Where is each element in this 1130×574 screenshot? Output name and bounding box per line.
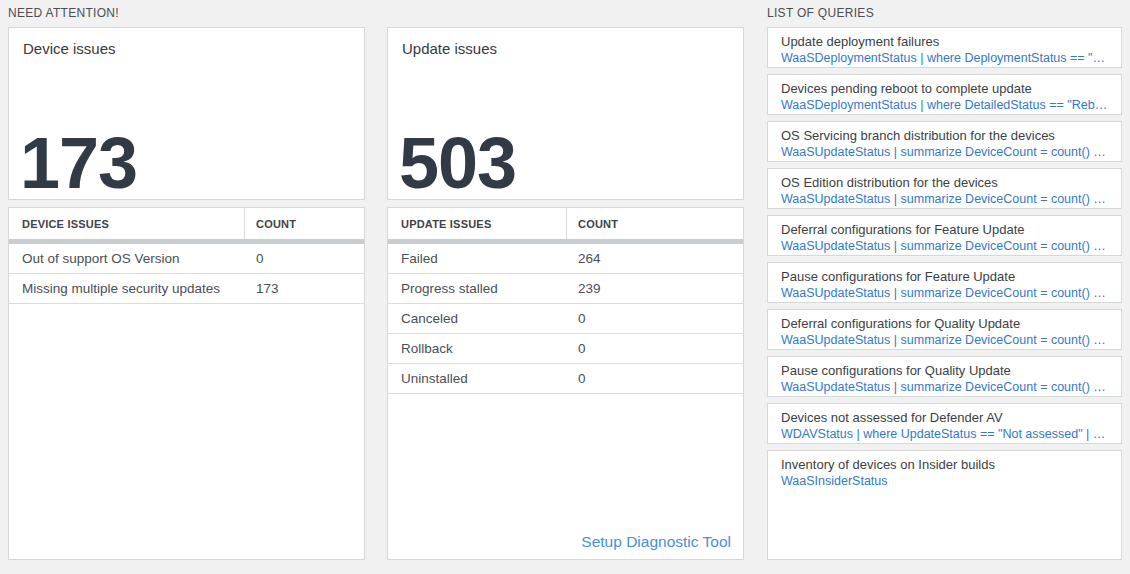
- query-card-devices-pending-reboot[interactable]: Devices pending reboot to complete updat…: [767, 74, 1122, 115]
- update-issues-title: Update issues: [402, 40, 497, 57]
- column-header-count: COUNT: [244, 208, 364, 239]
- query-list: Update deployment failures WaaSDeploymen…: [767, 27, 1122, 560]
- query-title: Pause configurations for Quality Update: [781, 362, 1108, 379]
- section-title-list-of-queries: LIST OF QUERIES: [767, 0, 1122, 27]
- row-count: 173: [244, 274, 364, 303]
- row-count: 0: [566, 304, 743, 333]
- update-issues-tile[interactable]: Update issues 503: [387, 27, 744, 200]
- query-title: Deferral configurations for Feature Upda…: [781, 221, 1108, 238]
- table-row[interactable]: Failed 264: [388, 244, 743, 274]
- query-title: Devices not assessed for Defender AV: [781, 409, 1108, 426]
- column-header-count: COUNT: [566, 208, 743, 239]
- row-count: 0: [566, 364, 743, 393]
- column-header-update-issues: UPDATE ISSUES: [388, 208, 566, 239]
- update-issues-count: 503: [399, 127, 516, 199]
- query-title: Inventory of devices on Insider builds: [781, 456, 1108, 473]
- query-text: WaaSUpdateStatus | summarize DeviceCount…: [781, 144, 1108, 160]
- query-card-defender-av-not-assessed[interactable]: Devices not assessed for Defender AV WDA…: [767, 403, 1122, 444]
- column-header-device-issues: DEVICE ISSUES: [9, 208, 244, 239]
- query-card-os-servicing-branch[interactable]: OS Servicing branch distribution for the…: [767, 121, 1122, 162]
- row-count: 264: [566, 244, 743, 273]
- device-issues-table-card: DEVICE ISSUES COUNT Out of support OS Ve…: [8, 207, 365, 560]
- query-title: Pause configurations for Feature Update: [781, 268, 1108, 285]
- table-row[interactable]: Progress stalled 239: [388, 274, 743, 304]
- update-issues-table-header: UPDATE ISSUES COUNT: [388, 208, 743, 239]
- row-label: Uninstalled: [388, 364, 566, 393]
- query-text: WDAVStatus | where UpdateStatus == "Not …: [781, 426, 1108, 442]
- query-card-deferral-quality-update[interactable]: Deferral configurations for Quality Upda…: [767, 309, 1122, 350]
- section-title-need-attention: NEED ATTENTION!: [8, 0, 365, 27]
- query-text: WaaSUpdateStatus | summarize DeviceCount…: [781, 379, 1108, 395]
- dashboard: NEED ATTENTION! Device issues 173 DEVICE…: [0, 0, 1130, 574]
- query-text: WaaSUpdateStatus | summarize DeviceCount…: [781, 332, 1108, 348]
- query-text: WaaSUpdateStatus | summarize DeviceCount…: [781, 191, 1108, 207]
- query-title: OS Servicing branch distribution for the…: [781, 127, 1108, 144]
- query-text: WaaSDeploymentStatus | where DeploymentS…: [781, 50, 1108, 66]
- row-label: Out of support OS Version: [9, 244, 244, 273]
- update-issues-column: Update issues 503 UPDATE ISSUES COUNT Fa…: [387, 0, 744, 560]
- row-label: Failed: [388, 244, 566, 273]
- table-row[interactable]: Uninstalled 0: [388, 364, 743, 394]
- row-label: Progress stalled: [388, 274, 566, 303]
- query-card-insider-builds-inventory[interactable]: Inventory of devices on Insider builds W…: [767, 450, 1122, 560]
- row-label: Missing multiple security updates: [9, 274, 244, 303]
- query-card-pause-feature-update[interactable]: Pause configurations for Feature Update …: [767, 262, 1122, 303]
- query-text: WaaSInsiderStatus: [781, 473, 1108, 489]
- query-card-os-edition-distribution[interactable]: OS Edition distribution for the devices …: [767, 168, 1122, 209]
- query-text: WaaSUpdateStatus | summarize DeviceCount…: [781, 238, 1108, 254]
- row-label: Canceled: [388, 304, 566, 333]
- device-issues-title: Device issues: [23, 40, 116, 57]
- query-card-deferral-feature-update[interactable]: Deferral configurations for Feature Upda…: [767, 215, 1122, 256]
- query-card-update-deployment-failures[interactable]: Update deployment failures WaaSDeploymen…: [767, 27, 1122, 68]
- table-row[interactable]: Rollback 0: [388, 334, 743, 364]
- row-count: 239: [566, 274, 743, 303]
- table-row[interactable]: Out of support OS Version 0: [9, 244, 364, 274]
- query-text: WaaSDeploymentStatus | where DetailedSta…: [781, 97, 1108, 113]
- device-issues-column: NEED ATTENTION! Device issues 173 DEVICE…: [8, 0, 365, 560]
- update-issues-table-card: UPDATE ISSUES COUNT Failed 264 Progress …: [387, 207, 744, 560]
- table-row[interactable]: Missing multiple security updates 173: [9, 274, 364, 304]
- query-title: Devices pending reboot to complete updat…: [781, 80, 1108, 97]
- table-row[interactable]: Canceled 0: [388, 304, 743, 334]
- row-count: 0: [244, 244, 364, 273]
- query-title: Deferral configurations for Quality Upda…: [781, 315, 1108, 332]
- device-issues-tile[interactable]: Device issues 173: [8, 27, 365, 200]
- query-card-pause-quality-update[interactable]: Pause configurations for Quality Update …: [767, 356, 1122, 397]
- device-issues-count: 173: [20, 127, 137, 199]
- row-count: 0: [566, 334, 743, 363]
- query-title: OS Edition distribution for the devices: [781, 174, 1108, 191]
- queries-column: LIST OF QUERIES Update deployment failur…: [767, 0, 1122, 560]
- query-title: Update deployment failures: [781, 33, 1108, 50]
- row-label: Rollback: [388, 334, 566, 363]
- setup-diagnostic-tool-link[interactable]: Setup Diagnostic Tool: [581, 533, 731, 551]
- device-issues-table-header: DEVICE ISSUES COUNT: [9, 208, 364, 239]
- query-text: WaaSUpdateStatus | summarize DeviceCount…: [781, 285, 1108, 301]
